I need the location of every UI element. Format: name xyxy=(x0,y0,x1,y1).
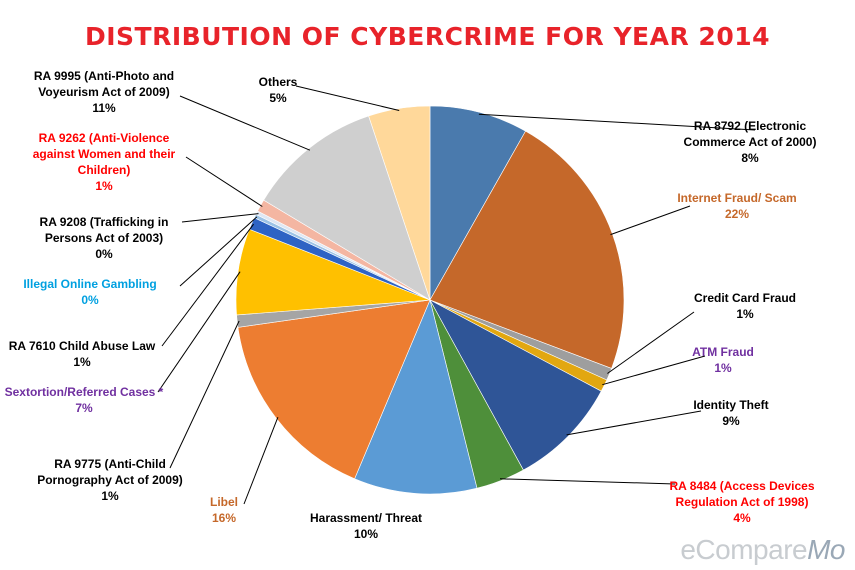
leader-line xyxy=(161,223,254,347)
slice-label-percent: 7% xyxy=(75,401,93,415)
slice-label-name: RA 7610 Child Abuse Law xyxy=(8,339,156,353)
slice-label: Harassment/ Threat 10% xyxy=(302,510,430,542)
slice-label: Internet Fraud/ Scam 22% xyxy=(666,190,808,222)
watermark-logo: eCompareMo xyxy=(680,534,845,566)
slice-label-name: RA 9262 (Anti-Violence against Women and… xyxy=(32,131,176,177)
pie-slice xyxy=(429,299,602,471)
slice-label: Sextortion/Referred Cases * 7% xyxy=(0,384,173,416)
slice-label-name: Others xyxy=(258,75,298,89)
leader-line xyxy=(478,113,756,131)
leader-line xyxy=(499,478,676,485)
slice-label-percent: 16% xyxy=(211,511,237,525)
slice-label-name: ATM Fraud xyxy=(692,345,754,359)
slice-label: RA 9262 (Anti-Violence against Women and… xyxy=(19,130,189,194)
pie-slice xyxy=(368,105,431,301)
slice-label-percent: 0% xyxy=(81,293,99,307)
leader-line xyxy=(185,156,263,207)
slice-label-percent: 0% xyxy=(95,247,113,261)
slice-label-name: RA 8792 (Electronic Commerce Act of 2000… xyxy=(683,119,817,149)
slice-label-percent: 1% xyxy=(101,489,119,503)
slice-label-percent: 22% xyxy=(724,207,750,221)
slice-label-name: Credit Card Fraud xyxy=(693,291,796,305)
slice-label-percent: 8% xyxy=(741,151,759,165)
slice-label-name: Identity Theft xyxy=(693,398,769,412)
slice-label-percent: 5% xyxy=(269,91,287,105)
leader-line xyxy=(243,417,279,505)
leader-line xyxy=(157,271,241,393)
slice-label-percent: 1% xyxy=(714,361,732,375)
slice-label-name: RA 9995 (Anti-Photo and Voyeurism Act of… xyxy=(33,69,175,99)
chart-title: DISTRIBUTION OF CYBERCRIME FOR YEAR 2014 xyxy=(84,22,771,51)
leader-line xyxy=(602,355,706,386)
slice-label-name: Illegal Online Gambling xyxy=(23,277,157,291)
slice-label-percent: 1% xyxy=(95,179,113,193)
slice-label-name: Libel xyxy=(209,495,238,509)
slice-label-name: Internet Fraud/ Scam xyxy=(677,191,797,205)
leader-line xyxy=(295,85,400,111)
slice-label: RA 9208 (Trafficking in Persons Act of 2… xyxy=(22,214,185,262)
slice-label: RA 7610 Child Abuse Law 1% xyxy=(0,338,163,370)
slice-label-name: Sextortion/Referred Cases * xyxy=(4,385,164,399)
leader-line xyxy=(566,410,702,436)
leader-line xyxy=(607,311,695,374)
slice-label-percent: 1% xyxy=(736,307,754,321)
leader-line xyxy=(610,205,691,236)
slice-label: Illegal Online Gambling 0% xyxy=(8,276,171,308)
slice-label: Credit Card Fraud 1% xyxy=(685,290,806,322)
slice-label-name: Harassment/ Threat xyxy=(309,511,423,525)
leader-line xyxy=(181,213,259,223)
slice-label: RA 8484 (Access Devices Regulation Act o… xyxy=(660,478,823,526)
slice-label-name: RA 9208 (Trafficking in Persons Act of 2… xyxy=(39,215,169,245)
slice-label: RA 9995 (Anti-Photo and Voyeurism Act of… xyxy=(22,68,185,116)
slice-label-percent: 10% xyxy=(353,527,379,541)
slice-label-percent: 1% xyxy=(73,355,91,369)
pie-slice xyxy=(237,299,431,480)
slice-label-percent: 11% xyxy=(92,101,116,115)
pie-slice xyxy=(429,105,526,302)
slice-label: RA 9775 (Anti-Child Pornography Act of 2… xyxy=(25,456,195,504)
slice-label: Libel 16% xyxy=(206,494,242,526)
slice-label: RA 8792 (Electronic Commerce Act of 2000… xyxy=(675,118,824,166)
pie-slice xyxy=(354,299,478,495)
leader-line xyxy=(179,95,311,151)
leader-line xyxy=(179,216,258,287)
watermark-part2: Mo xyxy=(807,534,845,565)
pie-slice xyxy=(263,115,431,301)
slice-label: ATM Fraud 1% xyxy=(691,344,755,376)
leader-line xyxy=(169,320,240,469)
slice-label: Identity Theft 9% xyxy=(681,397,780,429)
slice-label-percent: 9% xyxy=(722,414,740,428)
slice-label: Others 5% xyxy=(257,74,300,106)
slice-label-name: RA 9775 (Anti-Child Pornography Act of 2… xyxy=(37,457,183,487)
watermark-part1: eCompare xyxy=(680,534,808,565)
slice-label-name: RA 8484 (Access Devices Regulation Act o… xyxy=(669,479,815,509)
slice-label-percent: 4% xyxy=(733,511,751,525)
